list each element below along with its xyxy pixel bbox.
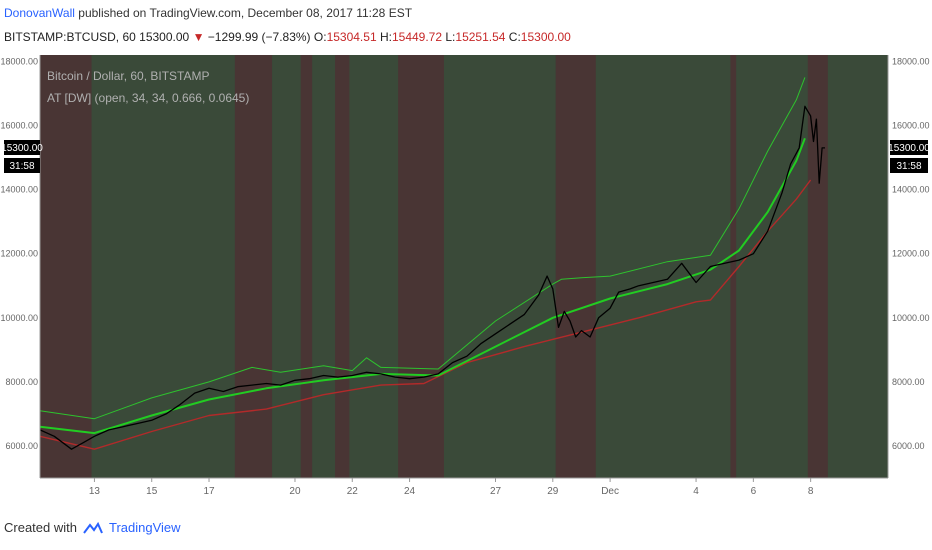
x-tick-label: 27 [490, 486, 502, 497]
x-tick-label: 24 [404, 486, 416, 497]
tradingview-link[interactable]: TradingView [108, 520, 181, 535]
symbol-label: BITSTAMP:BTCUSD, 60 [4, 30, 136, 44]
x-tick-label: 4 [693, 486, 699, 497]
open-label: O: [313, 30, 327, 44]
high-label: H: [379, 30, 392, 44]
y-tick-label-left: 16000.00 [0, 121, 38, 131]
bear-zone [398, 55, 444, 478]
y-tick-label-right: 6000.00 [892, 441, 925, 451]
y-axis-right-strip [888, 55, 928, 478]
bear-zone [730, 55, 737, 478]
mid-line [39, 137, 806, 435]
bull-zone-background [40, 55, 888, 478]
indicator-label: AT [DW] (open, 34, 34, 0.666, 0.0645) [47, 91, 249, 105]
bear-zone [234, 55, 273, 478]
footer: Created with TradingView [4, 520, 181, 535]
low-label: L: [445, 30, 456, 44]
low-value: 15251.54 [455, 30, 506, 44]
y-tick-label-right: 12000.00 [892, 249, 930, 259]
author-link[interactable]: DonovanWall [4, 6, 75, 20]
x-tick-label: 13 [89, 486, 101, 497]
x-axis-strip [4, 478, 928, 505]
y-tick-label-right: 8000.00 [892, 377, 925, 387]
x-tick-label: 29 [547, 486, 559, 497]
x-tick-label: Dec [601, 486, 619, 497]
close-value: 15300.00 [520, 30, 571, 44]
publish-info: DonovanWall published on TradingView.com… [4, 6, 412, 20]
x-tick-label: 22 [347, 486, 359, 497]
open-value: 15304.51 [326, 30, 377, 44]
series-title: Bitcoin / Dollar, 60, BITSTAMP [47, 69, 210, 83]
price-tag-left: 15300.00 31:58 [1, 140, 43, 173]
y-tick-label-left: 10000.00 [0, 313, 38, 323]
price-tag-left-price: 15300.00 [1, 143, 43, 154]
bear-zone [555, 55, 596, 478]
symbol-bar: BITSTAMP:BTCUSD, 60 15300.00 ▼ −1299.99 … [4, 30, 571, 44]
bear-zone [300, 55, 313, 478]
price-change: −1299.99 (−7.83%) [207, 30, 311, 44]
price-tag-right: 15300.00 31:58 [888, 140, 930, 173]
price-line [39, 105, 825, 450]
x-tick-label: 20 [289, 486, 301, 497]
trend-zones [40, 55, 888, 478]
lower-band-line [39, 179, 812, 450]
close-label: C: [508, 30, 521, 44]
tradingview-logo-icon [83, 521, 103, 534]
y-tick-label-left: 14000.00 [0, 185, 38, 195]
chart-axes: 13 15 17 20 22 24 27 29 Dec 4 6 8 6000.00 6000.00 8000… [0, 55, 930, 505]
high-value: 15449.72 [391, 30, 443, 44]
bear-zone [335, 55, 350, 478]
y-tick-label-right: 18000.00 [892, 56, 930, 66]
published-text: published on TradingView.com, December 0… [78, 6, 413, 20]
price-tag-right-countdown: 31:58 [896, 161, 921, 172]
x-tick-label: 15 [146, 486, 158, 497]
price-tag-left-countdown: 31:58 [9, 161, 34, 172]
y-tick-label-right: 10000.00 [892, 313, 930, 323]
y-tick-label-left: 12000.00 [0, 249, 38, 259]
bear-zone [40, 55, 92, 478]
x-tick-label: 17 [203, 486, 215, 497]
upper-band-line [39, 77, 806, 420]
down-arrow-icon: ▼ [192, 30, 205, 44]
y-tick-label-left: 18000.00 [0, 56, 38, 66]
y-tick-label-left: 6000.00 [5, 441, 38, 451]
y-tick-label-right: 16000.00 [892, 121, 930, 131]
bear-zone [807, 55, 828, 478]
x-tick-label: 8 [808, 486, 814, 497]
price-tag-right-price: 15300.00 [888, 143, 930, 154]
y-axis-left-strip [4, 55, 40, 478]
x-tick-label: 6 [751, 486, 757, 497]
y-tick-label-right: 14000.00 [892, 185, 930, 195]
chart-lines [39, 77, 825, 450]
y-tick-label-left: 8000.00 [5, 377, 38, 387]
last-price: 15300.00 [139, 30, 190, 44]
created-with-text: Created with [4, 520, 77, 535]
